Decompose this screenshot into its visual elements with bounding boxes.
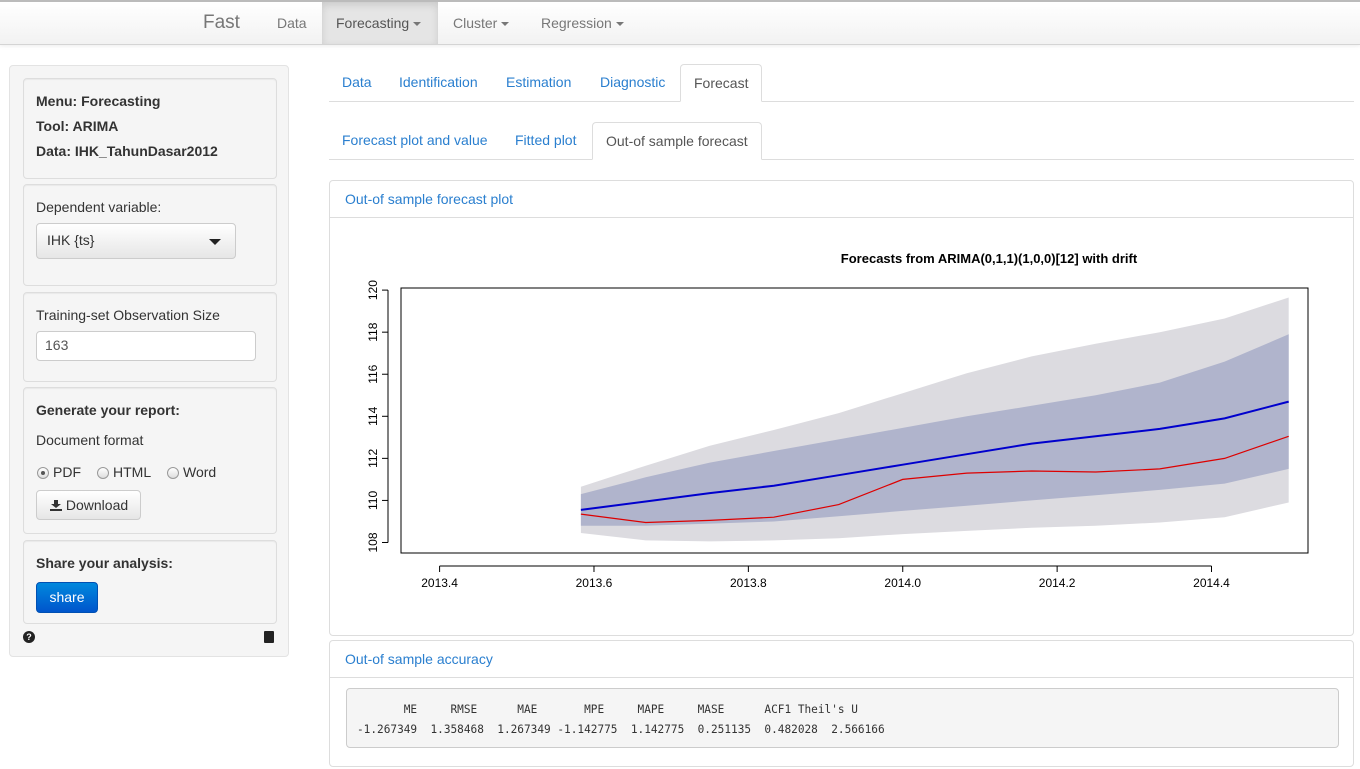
nav-forecasting[interactable]: Forecasting bbox=[322, 2, 438, 44]
nav-data-label: Data bbox=[277, 15, 307, 31]
x-tick-label: 2013.8 bbox=[730, 576, 767, 590]
info-well: Menu: Forecasting Tool: ARIMA Data: IHK_… bbox=[23, 78, 277, 179]
share-title: Share your analysis: bbox=[36, 555, 173, 571]
accuracy-row: -1.267349 1.358468 1.267349 -1.142775 1.… bbox=[357, 723, 885, 736]
download-button[interactable]: Download bbox=[36, 490, 141, 520]
nav-cluster[interactable]: Cluster bbox=[439, 2, 523, 44]
tab-forecast[interactable]: Forecast bbox=[680, 64, 763, 102]
y-tick-label: 116 bbox=[366, 364, 380, 383]
sub-tabs: Forecast plot and value Fitted plot Out-… bbox=[329, 122, 1354, 160]
x-tick-label: 2014.4 bbox=[1193, 576, 1230, 590]
nav-regression-label: Regression bbox=[541, 15, 612, 31]
dependent-well: Dependent variable: IHK {ts} bbox=[23, 184, 277, 286]
plot-panel-title: Out-of sample forecast plot bbox=[330, 181, 1353, 218]
radio-html[interactable]: HTML bbox=[97, 464, 151, 480]
training-size-input[interactable]: 163 bbox=[36, 331, 256, 361]
help-icon[interactable]: ? bbox=[23, 631, 35, 643]
subtab-forecast-plot[interactable]: Forecast plot and value bbox=[342, 132, 488, 148]
dependent-label: Dependent variable: bbox=[36, 199, 162, 215]
accuracy-header: ME RMSE MAE MPE MAPE MASE ACF1 Theil's U bbox=[357, 703, 858, 716]
caret-down-icon bbox=[209, 239, 221, 245]
tab-estimation[interactable]: Estimation bbox=[506, 74, 572, 90]
tool-info: Tool: ARIMA bbox=[36, 118, 119, 134]
radio-word[interactable]: Word bbox=[167, 464, 216, 480]
accuracy-output: ME RMSE MAE MPE MAPE MASE ACF1 Theil's U… bbox=[346, 688, 1339, 748]
plot-panel: Out-of sample forecast plot Forecasts fr… bbox=[329, 180, 1354, 636]
radio-pdf[interactable]: PDF bbox=[37, 464, 81, 480]
training-size-value: 163 bbox=[45, 337, 69, 353]
tab-data[interactable]: Data bbox=[342, 74, 372, 90]
brand[interactable]: Fast bbox=[203, 12, 240, 33]
forecast-chart: Forecasts from ARIMA(0,1,1)(1,0,0)[12] w… bbox=[366, 251, 1309, 590]
band-80 bbox=[580, 334, 1289, 526]
share-label: share bbox=[49, 589, 85, 605]
chevron-down-icon bbox=[413, 22, 422, 27]
y-tick-label: 110 bbox=[366, 491, 380, 510]
accuracy-panel-title: Out-of sample accuracy bbox=[330, 641, 1353, 678]
x-tick-label: 2013.6 bbox=[576, 576, 613, 590]
nav-regression[interactable]: Regression bbox=[527, 2, 638, 44]
y-tick-label: 108 bbox=[366, 532, 380, 552]
chevron-down-icon bbox=[615, 22, 624, 27]
share-well: Share your analysis: share bbox=[23, 540, 277, 624]
menu-info: Menu: Forecasting bbox=[36, 93, 161, 109]
data-info: Data: IHK_TahunDasar2012 bbox=[36, 143, 218, 159]
radio-unchecked-icon bbox=[167, 467, 179, 479]
radio-checked-icon bbox=[37, 467, 49, 479]
y-tick-label: 118 bbox=[366, 322, 380, 341]
y-tick-label: 120 bbox=[366, 280, 380, 300]
nav-data[interactable]: Data bbox=[263, 2, 321, 44]
share-button[interactable]: share bbox=[36, 582, 98, 613]
radio-unchecked-icon bbox=[97, 467, 109, 479]
book-icon[interactable] bbox=[264, 631, 274, 643]
y-tick-label: 112 bbox=[366, 448, 380, 467]
sidebar: Menu: Forecasting Tool: ARIMA Data: IHK_… bbox=[9, 65, 289, 657]
actual-line bbox=[580, 435, 1289, 524]
download-label: Download bbox=[65, 497, 129, 513]
training-well: Training-set Observation Size 163 bbox=[23, 292, 277, 382]
report-well: Generate your report: Document format PD… bbox=[23, 387, 277, 534]
radio-html-label: HTML bbox=[113, 464, 152, 480]
forecast-line bbox=[580, 400, 1289, 511]
navbar: Fast Data Forecasting Cluster Regression bbox=[0, 0, 1360, 45]
plot-box bbox=[400, 287, 1309, 554]
radio-pdf-label: PDF bbox=[53, 464, 81, 480]
radio-word-label: Word bbox=[183, 464, 217, 480]
nav-forecasting-label: Forecasting bbox=[336, 15, 410, 31]
x-tick-label: 2013.4 bbox=[421, 576, 458, 590]
format-label: Document format bbox=[36, 432, 144, 448]
main-tabs: Data Identification Estimation Diagnosti… bbox=[329, 64, 1354, 102]
nav-cluster-label: Cluster bbox=[453, 15, 498, 31]
tab-identification[interactable]: Identification bbox=[399, 74, 478, 90]
dependent-value: IHK {ts} bbox=[47, 232, 95, 248]
chart-title: Forecasts from ARIMA(0,1,1)(1,0,0)[12] w… bbox=[841, 251, 1138, 266]
x-tick-label: 2014.0 bbox=[884, 576, 921, 590]
chevron-down-icon bbox=[501, 22, 510, 27]
subtab-fitted-plot[interactable]: Fitted plot bbox=[515, 132, 577, 148]
dependent-select[interactable]: IHK {ts} bbox=[36, 223, 236, 259]
tab-diagnostic[interactable]: Diagnostic bbox=[600, 74, 666, 90]
accuracy-panel: Out-of sample accuracy ME RMSE MAE MPE M… bbox=[329, 640, 1354, 767]
report-title: Generate your report: bbox=[36, 402, 180, 418]
download-icon bbox=[50, 500, 62, 511]
x-tick-label: 2014.2 bbox=[1039, 576, 1076, 590]
subtab-out-of-sample[interactable]: Out-of sample forecast bbox=[592, 122, 762, 160]
training-label: Training-set Observation Size bbox=[36, 307, 220, 323]
y-tick-label: 114 bbox=[366, 406, 380, 425]
